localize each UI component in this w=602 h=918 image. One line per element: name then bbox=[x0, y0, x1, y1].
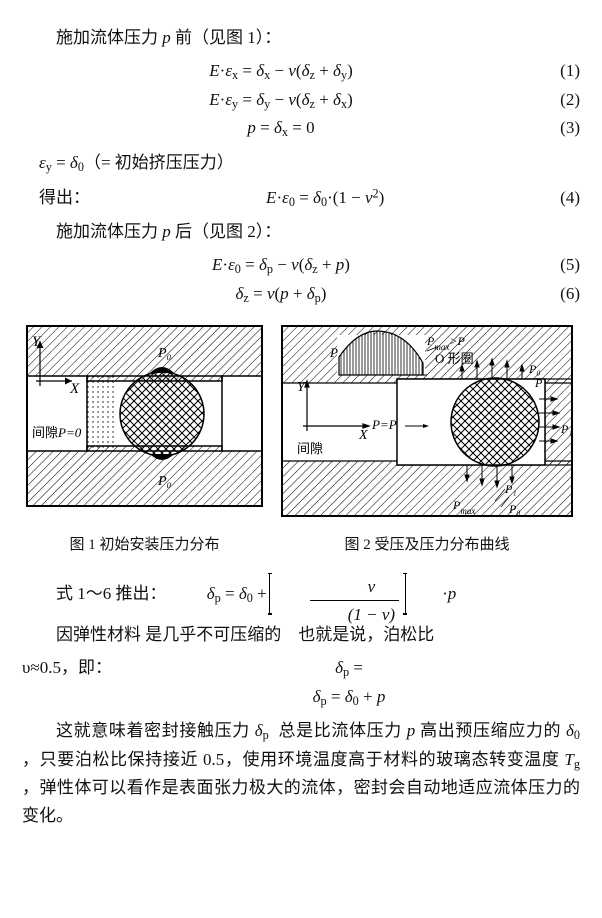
heading-before-pressure: 施加流体压力 p 前（见图 1）： bbox=[22, 24, 580, 51]
figure-1: Y X P₀ P₀ 间隙 P=0 bbox=[22, 321, 267, 529]
heading1-text: 施加流体压力 bbox=[56, 28, 162, 47]
fig2-label-oring: O 形圈 bbox=[435, 351, 474, 366]
eq1-num: (1) bbox=[540, 57, 580, 84]
figure-2: P Pmax>P O 形圈 Y X P=P 间隙 P₀ P P₁ P₁ Pmax… bbox=[277, 321, 577, 529]
fig1-label-gap: 间隙 bbox=[32, 425, 58, 440]
equation-6: δz = ν(p + δp) (6) bbox=[22, 280, 580, 309]
svg-text:P: P bbox=[329, 345, 338, 360]
svg-text:P₁: P₁ bbox=[560, 422, 573, 436]
final-paragraph: 这就意味着密封接触压力 δp 总是比流体压力 p 高出预压缩应力的 δ0 ，只要… bbox=[22, 717, 580, 829]
derive-result-line: 式 1～6 推出： δp = δ0 + ν (1 − ν) ·p bbox=[22, 573, 580, 615]
captions-row: 图 1 初始安装压力分布 图 2 受压及压力分布曲线 bbox=[22, 533, 580, 557]
bracket-fraction: ν (1 − ν) bbox=[269, 573, 406, 615]
fig2-label-PeqP: P=P bbox=[371, 417, 397, 432]
figure-1-caption: 图 1 初始安装压力分布 bbox=[22, 533, 267, 557]
heading1-var: p bbox=[162, 28, 171, 47]
derive-line-4: 得出： E·ε0 = δ0·(1 − ν2) (4) bbox=[22, 184, 580, 213]
equation-5: E·ε0 = δp − ν(δz + p) (5) bbox=[22, 251, 580, 280]
heading2-var: p bbox=[162, 222, 171, 241]
svg-text:P₀: P₀ bbox=[508, 502, 521, 516]
figures-row: Y X P₀ P₀ 间隙 P=0 bbox=[22, 321, 580, 529]
eq4-num: (4) bbox=[540, 184, 580, 211]
svg-text:X: X bbox=[358, 428, 368, 443]
eq-dp-result: δp = δ0 + p bbox=[22, 683, 580, 712]
eq6-num: (6) bbox=[540, 280, 580, 307]
para1-a: 因弹性材料 是几乎不可压缩的 bbox=[56, 625, 281, 644]
para-incompressible: 因弹性材料 是几乎不可压缩的 也就是说，泊松比 bbox=[22, 621, 580, 648]
fig1-label-P0-top: P₀ bbox=[157, 346, 172, 361]
epsilon-y-line: εy = δ0（= 初始挤压压力） bbox=[22, 149, 580, 178]
para1-c: υ≈0.5，即： bbox=[22, 654, 158, 681]
fig2-label-gap: 间隙 bbox=[297, 441, 323, 456]
fig1-label-Peq0: P=0 bbox=[57, 425, 82, 440]
eq2-num: (2) bbox=[540, 86, 580, 113]
heading1-after: 前（见图 1）： bbox=[171, 28, 282, 47]
eq5-num: (5) bbox=[540, 251, 580, 278]
fig1-label-P0-bot: P₀ bbox=[157, 474, 172, 489]
eq3-num: (3) bbox=[540, 114, 580, 141]
derive-label: 得出： bbox=[22, 184, 110, 211]
heading-after-pressure: 施加流体压力 p 后（见图 2）： bbox=[22, 218, 580, 245]
fig1-label-X: X bbox=[69, 381, 80, 397]
svg-text:P: P bbox=[534, 376, 543, 390]
para-v05-line: υ≈0.5，即： δp = bbox=[22, 654, 580, 683]
derive-lead: 式 1～6 推出： bbox=[22, 580, 167, 607]
equation-2: E·εy = δy − ν(δz + δx) (2) bbox=[22, 86, 580, 115]
figure-2-caption: 图 2 受压及压力分布曲线 bbox=[277, 533, 577, 557]
svg-text:P₀: P₀ bbox=[528, 362, 541, 376]
svg-text:P₁: P₁ bbox=[504, 482, 517, 496]
heading2-after: 后（见图 2）： bbox=[171, 222, 282, 241]
heading2-text: 施加流体压力 bbox=[56, 222, 162, 241]
equation-3: p = δx = 0 (3) bbox=[22, 114, 580, 143]
equation-1: E·εx = δx − ν(δz + δy) (1) bbox=[22, 57, 580, 86]
